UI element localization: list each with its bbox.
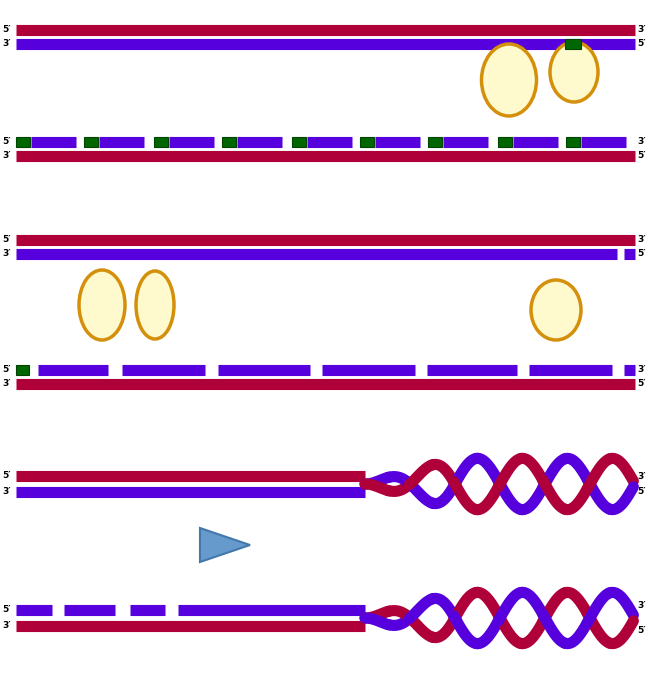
- Polygon shape: [200, 528, 250, 562]
- Text: 5′: 5′: [2, 25, 11, 34]
- Text: 5′: 5′: [637, 379, 646, 388]
- Ellipse shape: [550, 42, 598, 102]
- Text: 5′: 5′: [637, 40, 646, 49]
- Ellipse shape: [531, 280, 581, 340]
- Text: 3′: 3′: [637, 137, 646, 147]
- Text: 5′: 5′: [2, 606, 11, 615]
- Bar: [360, 137, 374, 147]
- Text: 3′: 3′: [2, 379, 11, 388]
- Text: 5′: 5′: [2, 471, 11, 480]
- Text: 3′: 3′: [2, 250, 11, 259]
- Text: 3′: 3′: [2, 152, 11, 161]
- Text: 3′: 3′: [2, 622, 11, 630]
- Ellipse shape: [482, 44, 537, 116]
- Bar: [222, 137, 236, 147]
- Text: 3′: 3′: [2, 488, 11, 497]
- Ellipse shape: [136, 271, 174, 339]
- Text: 5′: 5′: [2, 137, 11, 147]
- Bar: [154, 137, 168, 147]
- Bar: [292, 137, 306, 147]
- Text: 5′: 5′: [2, 235, 11, 244]
- Bar: [16, 137, 30, 147]
- Bar: [566, 137, 580, 147]
- Text: 5′: 5′: [2, 366, 11, 375]
- Text: 3′: 3′: [637, 472, 646, 481]
- Text: 5′: 5′: [637, 626, 646, 635]
- Ellipse shape: [79, 270, 125, 340]
- Text: 3′: 3′: [637, 235, 646, 244]
- Bar: [84, 137, 98, 147]
- Text: 5′: 5′: [637, 152, 646, 161]
- Text: 3′: 3′: [637, 25, 646, 34]
- Bar: [565, 39, 581, 49]
- Bar: [428, 137, 442, 147]
- Bar: [498, 137, 512, 147]
- Bar: [16, 365, 28, 375]
- Text: 3′: 3′: [637, 366, 646, 375]
- Text: 3′: 3′: [637, 601, 646, 610]
- Text: 5′: 5′: [637, 487, 646, 496]
- Text: 5′: 5′: [637, 250, 646, 259]
- Text: 3′: 3′: [2, 40, 11, 49]
